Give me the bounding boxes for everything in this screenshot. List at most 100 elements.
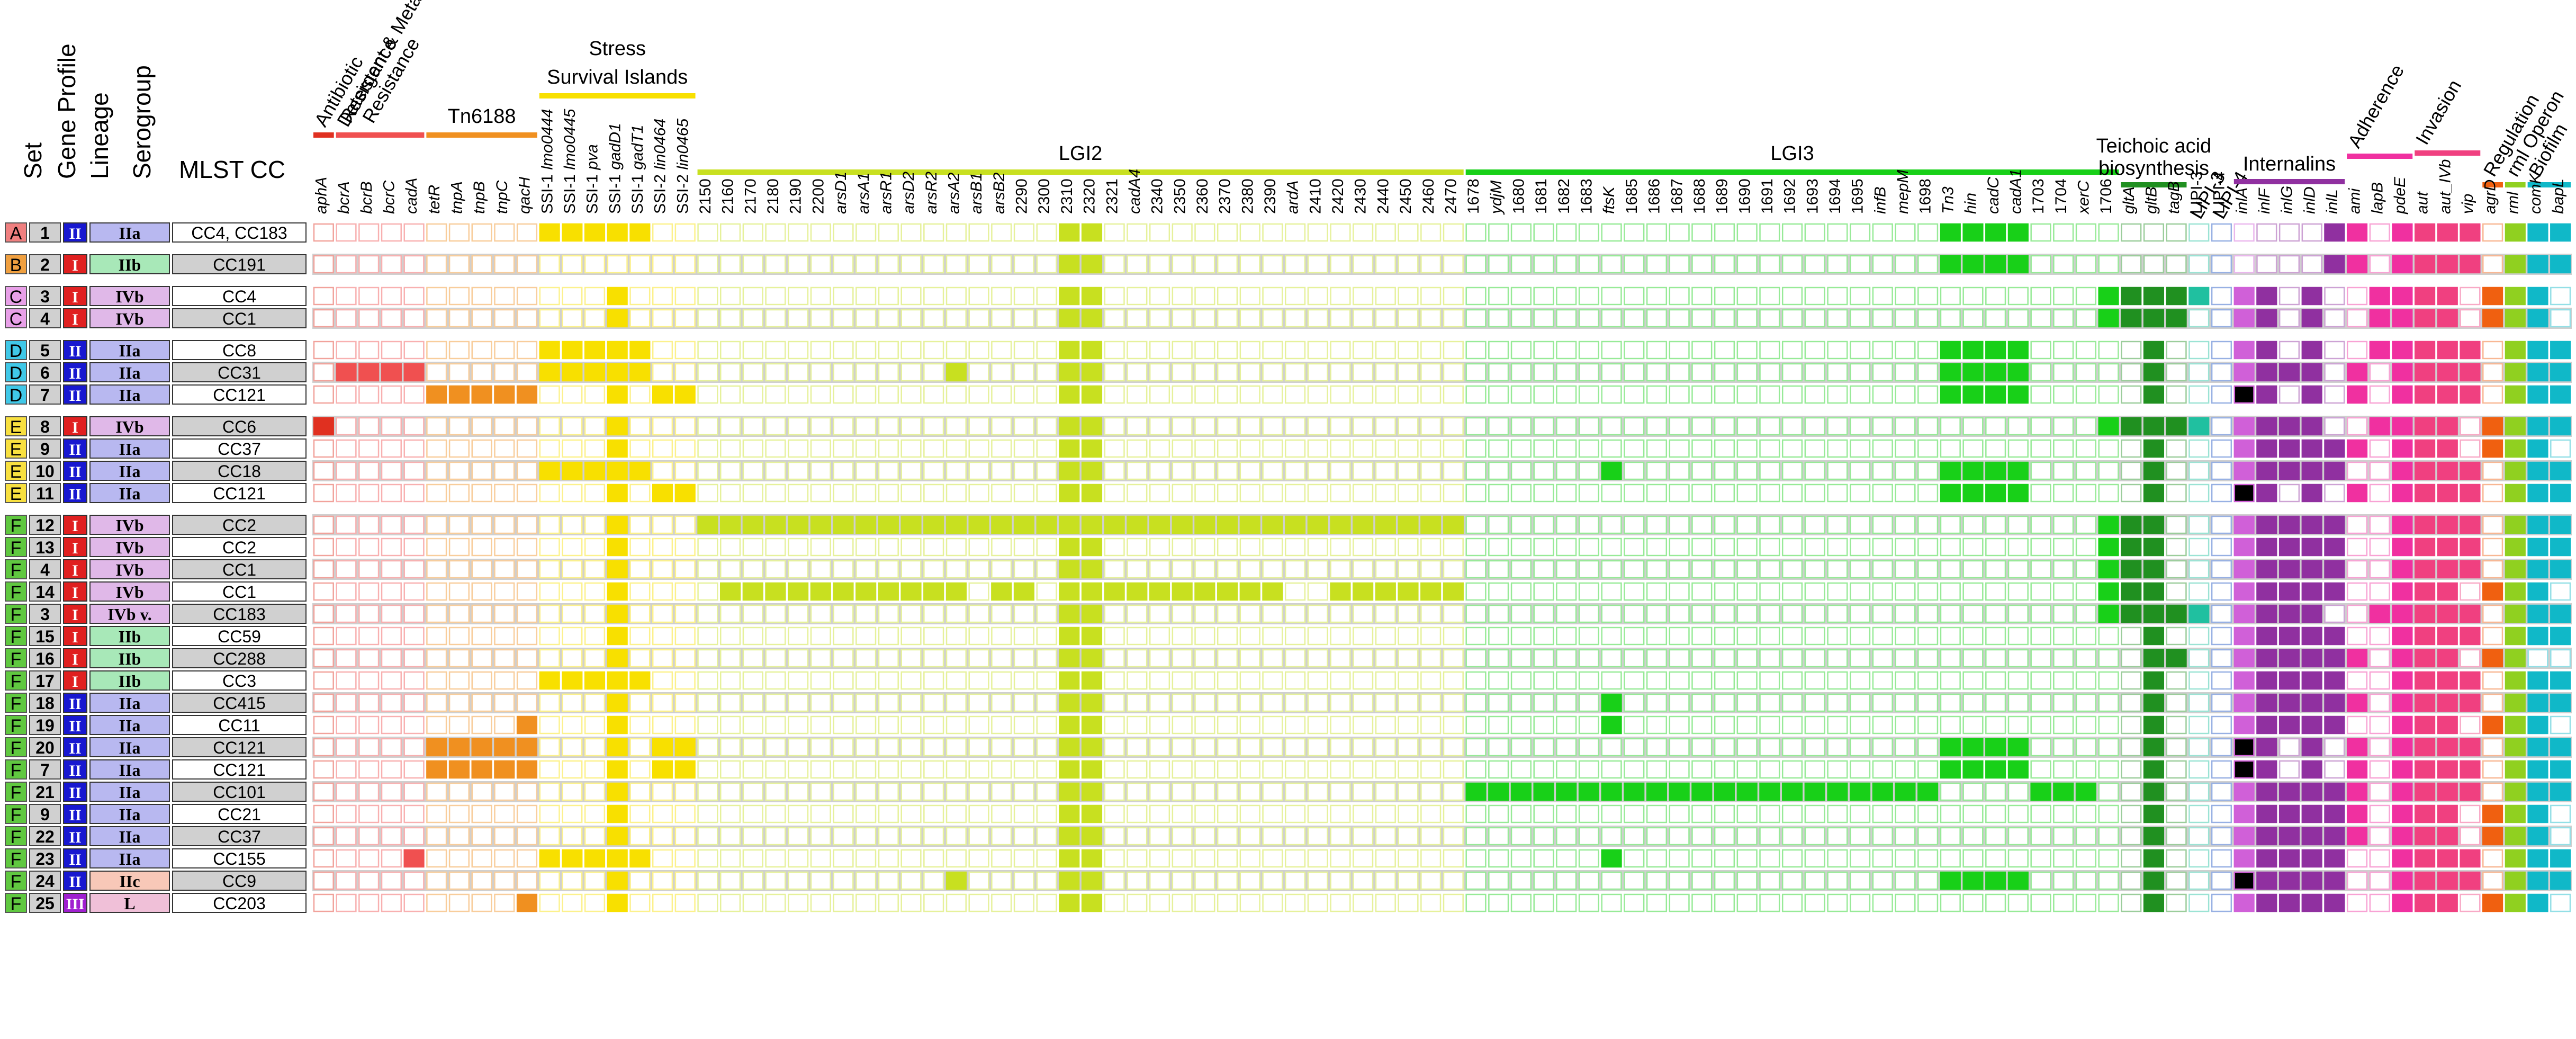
gene-cell <box>1443 363 1464 382</box>
gene-cell <box>1714 417 1735 436</box>
gene-cell <box>471 804 492 823</box>
lineage-label: II <box>69 784 81 802</box>
gene-cell <box>1036 582 1057 601</box>
gene-cell <box>1353 461 1374 480</box>
gene-cell <box>1804 483 1825 503</box>
gene-cell <box>358 341 380 360</box>
gene-cell <box>1307 286 1328 306</box>
gene-cell <box>1601 693 1622 712</box>
gene-cell <box>2414 560 2436 579</box>
gene-cell <box>471 849 492 868</box>
gene-cell <box>1578 693 1600 712</box>
gene-cell <box>471 417 492 436</box>
gene-cell <box>562 461 583 480</box>
gene-cell <box>1262 827 1283 846</box>
gene-profile-badge <box>29 759 61 780</box>
gene-cell <box>2369 827 2390 846</box>
gene-cell <box>2098 483 2119 503</box>
gene-cell <box>1804 417 1825 436</box>
gene-cell <box>1081 626 1103 646</box>
gene-cell <box>1375 223 1396 242</box>
gene-name: 2370 <box>1217 178 1234 214</box>
gene-cell <box>1262 309 1283 328</box>
gene-cell <box>2505 738 2526 757</box>
gene-cell <box>313 385 334 404</box>
gene-cell <box>1804 604 1825 623</box>
gene-cell <box>1781 626 1803 646</box>
gene-cell <box>1714 671 1735 690</box>
gene-cell <box>2188 671 2210 690</box>
gene-cell <box>1375 439 1396 458</box>
gene-cell <box>1330 483 1351 503</box>
gene-cell <box>2007 893 2029 912</box>
gene-cell <box>584 827 606 846</box>
gene-cell <box>1646 782 1668 801</box>
set-badge <box>5 308 27 328</box>
gene-profile-number: 5 <box>40 341 50 360</box>
gene-cell <box>1443 223 1464 242</box>
gene-cell <box>2550 582 2571 601</box>
gene-cell <box>448 582 470 601</box>
gene-cell <box>1556 341 1577 360</box>
gene-cell <box>2121 223 2142 242</box>
gene-cell <box>1127 363 1148 382</box>
gene-cell <box>945 849 967 868</box>
gene-name: 1688 <box>1691 178 1708 214</box>
gene-cell <box>2550 827 2571 846</box>
serogroup-label: L <box>124 894 135 913</box>
gene-cell <box>788 871 809 890</box>
gene-cell <box>1917 649 1939 668</box>
gene-cell <box>2053 760 2074 779</box>
mlst-cc-badge <box>172 715 307 735</box>
gene-cell <box>2098 782 2119 801</box>
gene-cell <box>1284 483 1306 503</box>
mlst-cc-badge <box>172 782 307 802</box>
gene-cell <box>1443 538 1464 557</box>
gene-cell <box>1624 538 1645 557</box>
gene-cell <box>2166 893 2187 912</box>
gene-cell <box>2437 671 2458 690</box>
gene-cell <box>2233 626 2255 646</box>
gene-cell <box>674 385 696 404</box>
gene-cell <box>1578 538 1600 557</box>
gene-cell <box>1465 560 1487 579</box>
gene-cell <box>1669 582 1690 601</box>
gene-symbol: lin0464 <box>652 119 669 170</box>
gene-cell <box>313 671 334 690</box>
gene-cell <box>448 760 470 779</box>
gene-cell <box>1714 582 1735 601</box>
gene-cell <box>1578 671 1600 690</box>
gene-cell <box>1849 804 1871 823</box>
gene-cell <box>2233 560 2255 579</box>
gene-cell <box>2098 827 2119 846</box>
gene-cell <box>607 671 628 690</box>
gene-cell <box>1081 515 1103 534</box>
gene-cell <box>2346 893 2368 912</box>
gene-cell <box>2324 582 2345 601</box>
gene-cell <box>788 804 809 823</box>
gene-cell <box>2550 538 2571 557</box>
gene-cell <box>1917 671 1939 690</box>
gene-cell <box>2278 286 2300 306</box>
gene-cell <box>1691 515 1713 534</box>
gene-cell <box>2007 439 2029 458</box>
gene-cell <box>1262 515 1283 534</box>
gene-cell <box>1375 671 1396 690</box>
gene-cell <box>1217 515 1238 534</box>
gene-cell <box>1443 738 1464 757</box>
gene-cell <box>2278 255 2300 274</box>
gene-profile-number: 3 <box>40 287 50 306</box>
gene-name: 2180 <box>764 178 782 214</box>
gene-cell <box>2414 309 2436 328</box>
gene-cell <box>2369 341 2390 360</box>
gene-cell <box>1420 515 1442 534</box>
gene-cell <box>1940 341 1961 360</box>
gene-cell <box>2369 693 2390 712</box>
lineage-label: II <box>69 463 81 481</box>
gene-cell <box>1239 560 1260 579</box>
mlst-cc-label: CC9 <box>222 872 256 891</box>
gene-cell <box>1781 286 1803 306</box>
gene-cell <box>1691 461 1713 480</box>
gene-cell <box>2437 341 2458 360</box>
gene-cell <box>2550 738 2571 757</box>
